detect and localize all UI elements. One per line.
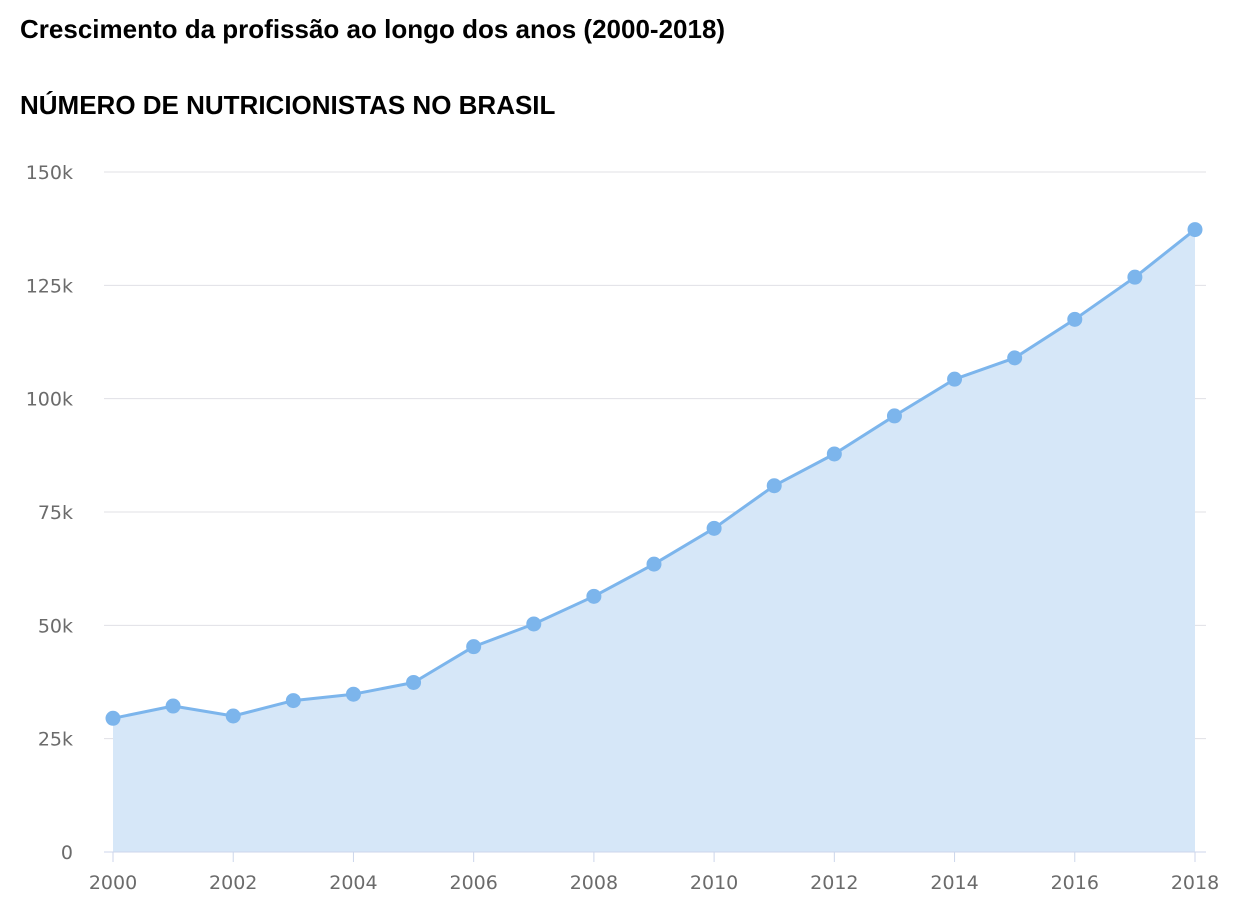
x-tick-label: 2006 (449, 872, 497, 894)
chart-title: NÚMERO DE NUTRICIONISTAS NO BRASIL (20, 90, 556, 120)
data-point (1127, 269, 1143, 285)
data-point (947, 371, 963, 387)
data-point (285, 693, 301, 709)
x-tick-label: 2004 (329, 872, 377, 894)
data-points (105, 222, 1203, 726)
data-point (766, 478, 782, 494)
y-tick-label: 50k (38, 615, 73, 637)
data-point (586, 588, 602, 604)
data-point (526, 616, 542, 632)
y-tick-label: 75k (38, 502, 73, 524)
x-tick-label: 2002 (209, 872, 257, 894)
x-tick-label: 2018 (1171, 872, 1219, 894)
y-tick-label: 0 (61, 842, 73, 864)
y-tick-label: 125k (26, 275, 73, 297)
x-tick-label: 2010 (690, 872, 738, 894)
data-point (886, 408, 902, 424)
data-point (466, 639, 482, 655)
data-point (345, 686, 361, 702)
tick-labels: 0 25k 50k 75k 100k 125k 150k 2000 2002 2004 2006 20… (26, 162, 1219, 894)
data-point (165, 698, 181, 714)
x-tick-label: 2008 (570, 872, 618, 894)
area-fill (113, 229, 1195, 853)
page-title: Crescimento da profissão ao longo dos an… (20, 14, 726, 44)
x-tick-label: 2012 (810, 872, 858, 894)
data-point (105, 710, 121, 726)
data-point (406, 674, 422, 690)
x-tick-label: 2000 (89, 872, 137, 894)
x-axis (104, 851, 1206, 862)
series-area (112, 228, 1196, 853)
data-point (1067, 311, 1083, 327)
y-tick-label: 150k (26, 162, 73, 184)
data-point (706, 520, 722, 536)
data-point (225, 708, 241, 724)
data-point (826, 446, 842, 462)
y-tick-label: 100k (26, 389, 73, 411)
y-tick-label: 25k (38, 729, 73, 751)
x-tick-label: 2016 (1051, 872, 1099, 894)
data-point (1187, 222, 1203, 238)
data-point (646, 556, 662, 572)
data-point (1007, 350, 1023, 366)
x-tick-label: 2014 (930, 872, 978, 894)
